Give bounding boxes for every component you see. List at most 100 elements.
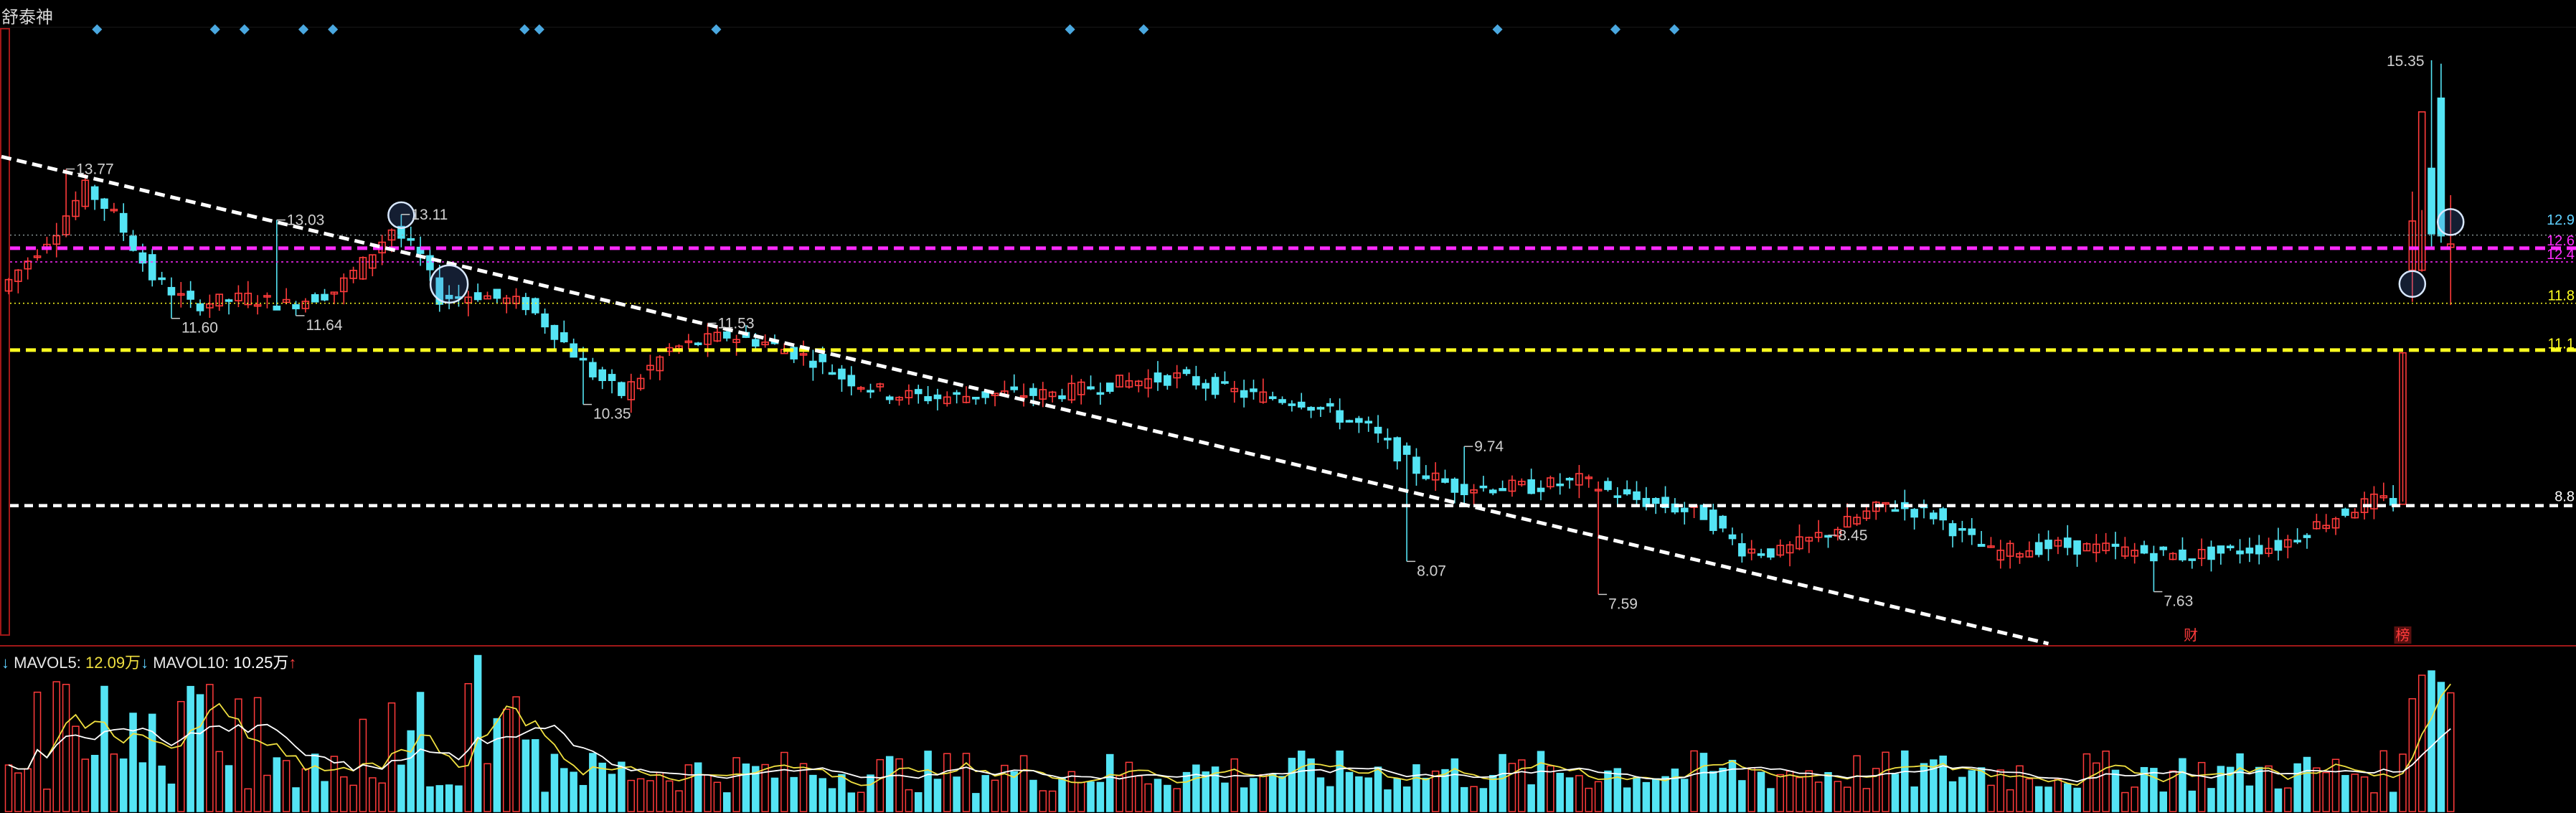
candle-body bbox=[1135, 380, 1143, 387]
volume-bar bbox=[1470, 786, 1478, 812]
volume-bar bbox=[665, 780, 674, 812]
candle-body bbox=[531, 298, 539, 314]
candle-body bbox=[1709, 509, 1717, 531]
price-label: 9.74 bbox=[1474, 438, 1504, 455]
volume-bar bbox=[636, 778, 645, 812]
candle-body bbox=[2073, 540, 2081, 555]
candle-body bbox=[129, 235, 137, 251]
candle-body bbox=[809, 360, 817, 368]
volume-bar bbox=[885, 756, 894, 812]
price-label: 8.45 bbox=[1839, 527, 1868, 544]
event-marker-icon bbox=[1138, 24, 1149, 35]
candle-body bbox=[1958, 527, 1966, 531]
volume-bar bbox=[1211, 766, 1219, 812]
candle-body bbox=[2245, 548, 2254, 554]
candle-body bbox=[933, 394, 942, 400]
volume-bar bbox=[253, 697, 262, 812]
candle-body bbox=[962, 395, 971, 403]
volume-bar bbox=[2236, 753, 2244, 812]
volume-bar bbox=[378, 782, 386, 812]
candle-body bbox=[1891, 509, 1900, 512]
candle-body bbox=[838, 368, 846, 380]
price-label: 13.11 bbox=[411, 207, 448, 223]
volume-bar bbox=[2169, 770, 2177, 812]
candle-body bbox=[1585, 476, 1593, 479]
volume-bar bbox=[1843, 786, 1851, 812]
price-label: 13.03 bbox=[287, 212, 325, 229]
candle-body bbox=[225, 299, 233, 302]
volume-bar bbox=[100, 685, 108, 812]
mavol5-line bbox=[8, 683, 2451, 786]
candle-body bbox=[72, 199, 80, 217]
candle-body bbox=[311, 293, 319, 303]
volume-bar bbox=[1489, 775, 1497, 812]
candle-body bbox=[2093, 543, 2100, 553]
right-axis-label: 11.8 bbox=[2548, 288, 2575, 304]
volume-bar bbox=[1422, 777, 1430, 812]
candle-body bbox=[1316, 407, 1325, 410]
volume-bar bbox=[1153, 779, 1162, 812]
candle-body bbox=[426, 255, 434, 271]
candle-body bbox=[1613, 495, 1622, 498]
volume-bar bbox=[1594, 781, 1603, 812]
candle-body bbox=[732, 339, 740, 343]
volume-bar bbox=[1776, 774, 1784, 812]
candle-body bbox=[1345, 420, 1354, 423]
volume-bar bbox=[24, 768, 32, 812]
volume-bar bbox=[570, 771, 577, 812]
candle-body bbox=[100, 198, 108, 209]
volume-bar bbox=[981, 775, 989, 812]
volume-bar bbox=[1987, 784, 1995, 812]
candle-body bbox=[1796, 536, 1803, 550]
volume-bar bbox=[1087, 781, 1095, 812]
volume-bar bbox=[2265, 765, 2273, 812]
volume-bar bbox=[187, 685, 194, 812]
volume-bar bbox=[1230, 758, 1239, 812]
volume-bar bbox=[1125, 761, 1133, 812]
stock-name: 舒泰神 bbox=[1, 8, 53, 27]
volume-bar bbox=[2217, 766, 2225, 812]
volume-bar bbox=[2179, 758, 2186, 812]
volume-bar bbox=[1019, 755, 1028, 812]
candle-body bbox=[646, 365, 654, 371]
volume-bar bbox=[340, 776, 348, 812]
candle-body bbox=[1738, 542, 1746, 557]
candle-body bbox=[1364, 420, 1372, 424]
candle-body bbox=[1202, 382, 1210, 389]
candle-body bbox=[2322, 525, 2330, 530]
candle-body bbox=[589, 362, 597, 377]
volume-bar bbox=[1067, 771, 1076, 812]
candle-body bbox=[483, 295, 491, 300]
volume-bar bbox=[90, 754, 99, 812]
candle-body bbox=[2159, 546, 2168, 550]
candle-body bbox=[2417, 111, 2426, 271]
candle-body bbox=[1048, 391, 1057, 398]
candle-body bbox=[2274, 540, 2283, 551]
volume-bar bbox=[81, 758, 90, 812]
candle-body bbox=[2111, 543, 2120, 548]
volume-bar bbox=[2102, 751, 2110, 812]
volume-bar bbox=[1719, 767, 1727, 812]
candle-body bbox=[1010, 386, 1019, 390]
volume-bar bbox=[742, 763, 750, 812]
volume-bar bbox=[1862, 788, 1871, 812]
ma5-arrow: ↓ bbox=[141, 654, 149, 672]
volume-bar bbox=[206, 684, 214, 812]
volume-bar bbox=[110, 753, 118, 812]
candle-body bbox=[90, 186, 99, 200]
candle-body bbox=[579, 357, 588, 361]
candle-body bbox=[1096, 392, 1105, 395]
volume-bar bbox=[953, 776, 961, 812]
candle-body bbox=[292, 304, 300, 309]
candle-body bbox=[867, 390, 874, 393]
right-axis-label: 8.8 bbox=[2554, 489, 2575, 505]
circle-marker bbox=[2398, 270, 2427, 299]
volume-bar bbox=[1250, 778, 1258, 812]
volume-bar bbox=[1048, 790, 1057, 812]
volume-bar bbox=[1278, 776, 1286, 812]
volume-bar bbox=[1728, 759, 1737, 812]
candle-body bbox=[1268, 396, 1277, 400]
volume-bar bbox=[1345, 771, 1354, 812]
candle-body bbox=[119, 212, 128, 233]
